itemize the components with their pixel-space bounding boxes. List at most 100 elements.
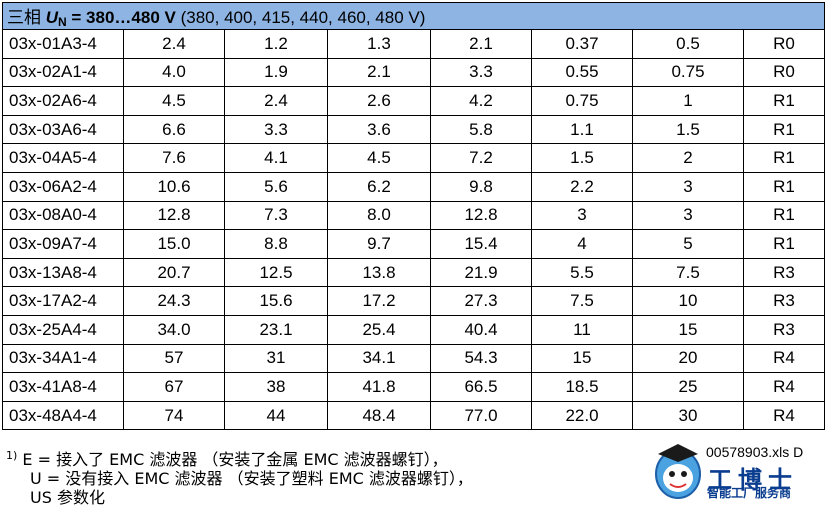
type-code-cell: 03x-34A1-4 <box>2 343 124 374</box>
value-cell: 9.7 <box>327 229 431 259</box>
voltage-values: (380, 400, 415, 440, 460, 480 V) <box>180 8 426 27</box>
value-cell: 2.1 <box>327 57 431 88</box>
value-cell: 2.6 <box>327 86 431 116</box>
type-code-cell: 03x-17A2-4 <box>2 286 124 316</box>
table-row: 03x-03A6-4 6.6 3.3 3.6 5.8 1.1 1.5 R1 <box>2 114 826 145</box>
value-cell: 12.8 <box>430 200 532 231</box>
value-cell: 10 <box>632 286 744 316</box>
value-cell: 3.6 <box>327 114 431 145</box>
value-cell: 7.6 <box>123 143 225 173</box>
value-cell: 1.5 <box>531 143 633 173</box>
value-cell: 5 <box>632 229 744 259</box>
value-cell: R3 <box>742 314 826 345</box>
value-cell: 3 <box>531 200 633 231</box>
table-row: 03x-06A2-4 10.6 5.6 6.2 9.8 2.2 3 R1 <box>2 171 826 202</box>
value-cell: R4 <box>742 343 826 374</box>
type-code-cell: 03x-03A6-4 <box>2 114 124 145</box>
table-row: 03x-08A0-4 12.8 7.3 8.0 12.8 3 3 R1 <box>2 200 826 231</box>
value-cell: 5.8 <box>430 114 532 145</box>
value-cell: R3 <box>742 257 826 288</box>
value-cell: 74 <box>123 400 225 431</box>
value-cell: 10.6 <box>123 171 225 202</box>
phase-label: 三相 <box>7 8 41 27</box>
table-row: 03x-48A4-4 74 44 48.4 77.0 22.0 30 R4 <box>2 400 826 431</box>
value-cell: 41.8 <box>327 372 431 402</box>
value-cell: 7.5 <box>632 257 744 288</box>
rating-table: 三相 UN = 380…480 V (380, 400, 415, 440, 4… <box>1 2 826 431</box>
voltage-range: = 380…480 V <box>66 8 176 27</box>
table-row: 03x-34A1-4 57 31 34.1 54.3 15 20 R4 <box>2 343 826 374</box>
value-cell: 7.2 <box>430 143 532 173</box>
value-cell: 2.4 <box>123 29 225 59</box>
value-cell: 34.0 <box>123 314 225 345</box>
value-cell: 27.3 <box>430 286 532 316</box>
footnote-line-1: E = 接入了 EMC 滤波器 （安装了金属 EMC 滤波器螺钉）， <box>22 450 448 469</box>
table-row: 03x-09A7-4 15.0 8.8 9.7 15.4 4 5 R1 <box>2 229 826 259</box>
value-cell: 3 <box>632 171 744 202</box>
value-cell: R1 <box>742 200 826 231</box>
value-cell: 1.1 <box>531 114 633 145</box>
value-cell: 2 <box>632 143 744 173</box>
value-cell: R1 <box>742 171 826 202</box>
value-cell: R1 <box>742 229 826 259</box>
value-cell: 57 <box>123 343 225 374</box>
type-code-cell: 03x-02A6-4 <box>2 86 124 116</box>
type-code-cell: 03x-13A8-4 <box>2 257 124 288</box>
type-code-cell: 03x-09A7-4 <box>2 229 124 259</box>
type-code-cell: 03x-08A0-4 <box>2 200 124 231</box>
value-cell: 31 <box>224 343 328 374</box>
document-reference: 00578903.xls D <box>706 444 804 460</box>
type-code-cell: 03x-06A2-4 <box>2 171 124 202</box>
type-code-cell: 03x-01A3-4 <box>2 29 124 59</box>
value-cell: 48.4 <box>327 400 431 431</box>
value-cell: R3 <box>742 286 826 316</box>
table-row: 03x-41A8-4 67 38 41.8 66.5 18.5 25 R4 <box>2 372 826 402</box>
type-code-cell: 03x-48A4-4 <box>2 400 124 431</box>
value-cell: R1 <box>742 143 826 173</box>
footnotes: 1) E = 接入了 EMC 滤波器 （安装了金属 EMC 滤波器螺钉）， U … <box>6 446 473 507</box>
value-cell: 4.5 <box>123 86 225 116</box>
value-cell: 8.0 <box>327 200 431 231</box>
value-cell: 0.5 <box>632 29 744 59</box>
value-cell: 15.6 <box>224 286 328 316</box>
value-cell: 9.8 <box>430 171 532 202</box>
value-cell: 0.75 <box>531 86 633 116</box>
voltage-header-row: 三相 UN = 380…480 V (380, 400, 415, 440, 4… <box>1 2 826 30</box>
table-row: 03x-02A1-4 4.0 1.9 2.1 3.3 0.55 0.75 R0 <box>2 57 826 88</box>
value-cell: 77.0 <box>430 400 532 431</box>
value-cell: 1.3 <box>327 29 431 59</box>
value-cell: 23.1 <box>224 314 328 345</box>
value-cell: 20.7 <box>123 257 225 288</box>
value-cell: 7.5 <box>531 286 633 316</box>
value-cell: R4 <box>742 400 826 431</box>
value-cell: 24.3 <box>123 286 225 316</box>
value-cell: 12.5 <box>224 257 328 288</box>
value-cell: 3.3 <box>224 114 328 145</box>
value-cell: 4.0 <box>123 57 225 88</box>
table-row: 03x-02A6-4 4.5 2.4 2.6 4.2 0.75 1 R1 <box>2 86 826 116</box>
value-cell: 12.8 <box>123 200 225 231</box>
table-row: 03x-01A3-4 2.4 1.2 1.3 2.1 0.37 0.5 R0 <box>2 29 826 59</box>
type-code-cell: 03x-04A5-4 <box>2 143 124 173</box>
value-cell: 18.5 <box>531 372 633 402</box>
value-cell: 67 <box>123 372 225 402</box>
value-cell: 8.8 <box>224 229 328 259</box>
value-cell: R0 <box>742 57 826 88</box>
value-cell: 6.2 <box>327 171 431 202</box>
value-cell: 7.3 <box>224 200 328 231</box>
value-cell: 15 <box>531 343 633 374</box>
value-cell: 11 <box>531 314 633 345</box>
type-code-cell: 03x-25A4-4 <box>2 314 124 345</box>
value-cell: 0.75 <box>632 57 744 88</box>
value-cell: R4 <box>742 372 826 402</box>
value-cell: 15 <box>632 314 744 345</box>
value-cell: R1 <box>742 86 826 116</box>
value-cell: 38 <box>224 372 328 402</box>
value-cell: 3 <box>632 200 744 231</box>
footnote-marker: 1) <box>6 449 18 462</box>
value-cell: 2.1 <box>430 29 532 59</box>
value-cell: 5.6 <box>224 171 328 202</box>
voltage-subscript: N <box>58 15 67 29</box>
value-cell: 15.4 <box>430 229 532 259</box>
table-row: 03x-13A8-4 20.7 12.5 13.8 21.9 5.5 7.5 R3 <box>2 257 826 288</box>
